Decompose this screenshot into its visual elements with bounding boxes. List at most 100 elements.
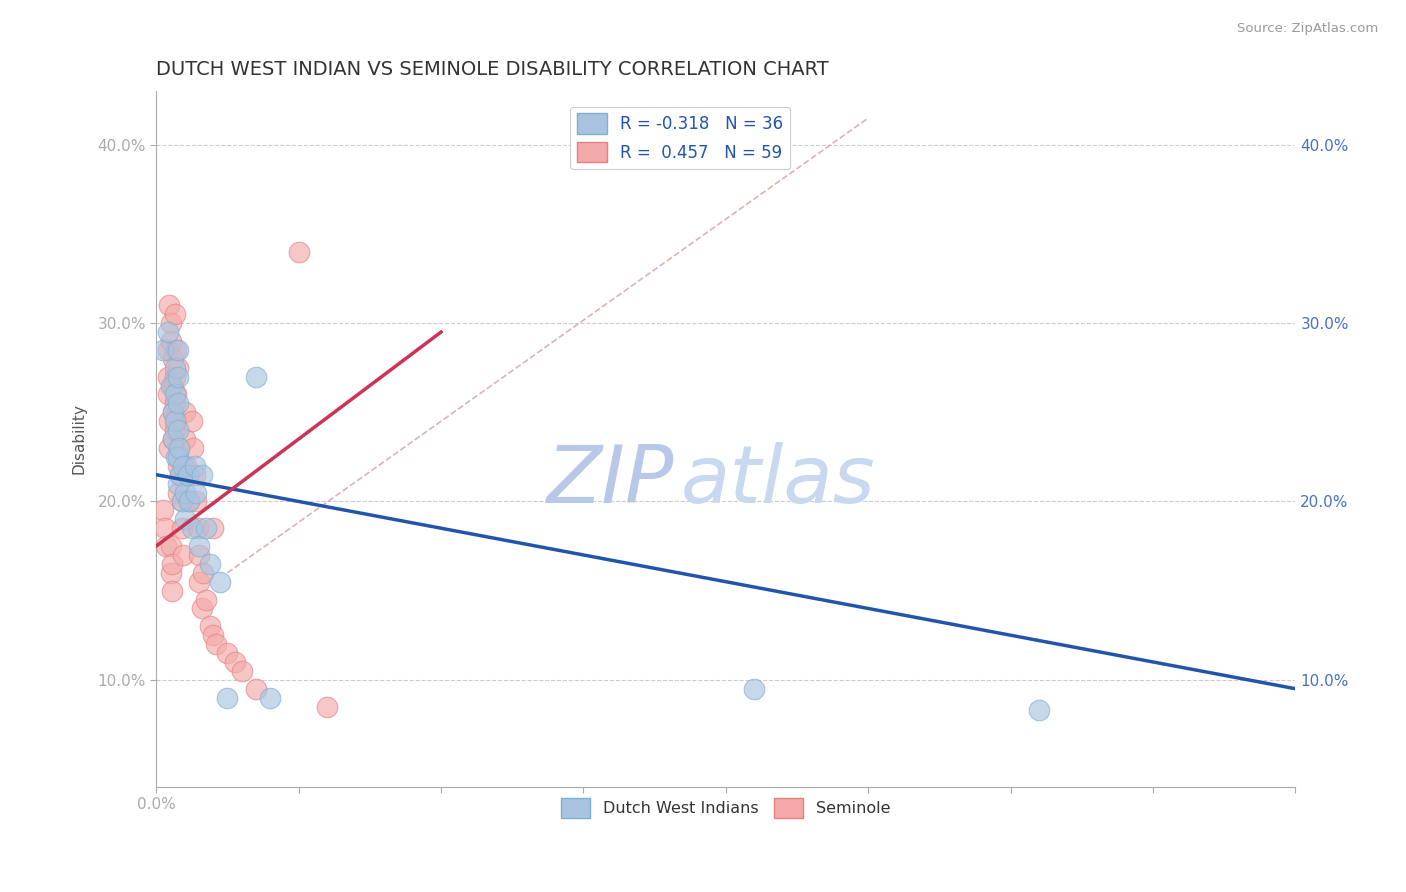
Point bbox=[188, 548, 211, 562]
Point bbox=[165, 343, 187, 357]
Point bbox=[217, 690, 239, 705]
Point bbox=[209, 574, 232, 589]
Point bbox=[167, 441, 190, 455]
Point bbox=[160, 557, 183, 571]
Point bbox=[205, 637, 228, 651]
Point bbox=[200, 619, 222, 633]
Point bbox=[177, 494, 200, 508]
Point bbox=[170, 494, 193, 508]
Point bbox=[162, 432, 184, 446]
Point bbox=[180, 521, 202, 535]
Point bbox=[173, 512, 195, 526]
Point bbox=[166, 423, 188, 437]
Point bbox=[163, 387, 186, 401]
Point bbox=[173, 405, 195, 419]
Point bbox=[195, 521, 218, 535]
Point bbox=[163, 307, 186, 321]
Point bbox=[188, 539, 211, 553]
Point bbox=[183, 458, 205, 473]
Text: DUTCH WEST INDIAN VS SEMINOLE DISABILITY CORRELATION CHART: DUTCH WEST INDIAN VS SEMINOLE DISABILITY… bbox=[156, 60, 830, 78]
Point bbox=[155, 539, 177, 553]
Point bbox=[159, 566, 181, 580]
Point bbox=[191, 467, 214, 482]
Point bbox=[163, 423, 186, 437]
Point bbox=[163, 396, 186, 410]
Text: atlas: atlas bbox=[681, 442, 875, 520]
Point bbox=[157, 441, 180, 455]
Point bbox=[163, 360, 186, 375]
Point bbox=[156, 387, 179, 401]
Point bbox=[167, 441, 190, 455]
Point bbox=[183, 467, 205, 482]
Point bbox=[259, 690, 281, 705]
Point bbox=[156, 325, 179, 339]
Point bbox=[172, 458, 194, 473]
Point bbox=[159, 378, 181, 392]
Point bbox=[166, 450, 188, 464]
Point bbox=[173, 485, 195, 500]
Point bbox=[159, 334, 181, 348]
Point bbox=[152, 343, 174, 357]
Point bbox=[177, 494, 200, 508]
Point bbox=[162, 405, 184, 419]
Point bbox=[162, 432, 184, 446]
Point bbox=[316, 699, 339, 714]
Point bbox=[181, 441, 204, 455]
Point bbox=[166, 396, 188, 410]
Point bbox=[245, 681, 267, 696]
Point bbox=[166, 343, 188, 357]
Point bbox=[156, 343, 179, 357]
Y-axis label: Disability: Disability bbox=[72, 403, 86, 475]
Point bbox=[170, 521, 193, 535]
Point bbox=[157, 414, 180, 428]
Point bbox=[188, 574, 211, 589]
Point bbox=[169, 467, 191, 482]
Text: ZIP: ZIP bbox=[547, 442, 675, 520]
Point bbox=[744, 681, 766, 696]
Point bbox=[231, 664, 253, 678]
Point bbox=[180, 414, 202, 428]
Point bbox=[1028, 703, 1050, 717]
Point bbox=[166, 360, 188, 375]
Point bbox=[193, 566, 215, 580]
Point bbox=[187, 521, 209, 535]
Point bbox=[166, 485, 188, 500]
Point bbox=[160, 583, 183, 598]
Point bbox=[162, 405, 184, 419]
Point bbox=[165, 387, 187, 401]
Point bbox=[166, 476, 188, 491]
Point bbox=[166, 369, 188, 384]
Point bbox=[217, 646, 239, 660]
Point bbox=[170, 494, 193, 508]
Point bbox=[163, 369, 186, 384]
Point bbox=[163, 414, 186, 428]
Point bbox=[202, 521, 225, 535]
Point bbox=[186, 494, 208, 508]
Point bbox=[156, 369, 179, 384]
Point bbox=[165, 414, 187, 428]
Point bbox=[195, 592, 218, 607]
Point bbox=[159, 539, 181, 553]
Point bbox=[176, 467, 198, 482]
Point bbox=[186, 485, 208, 500]
Point bbox=[173, 432, 195, 446]
Point bbox=[169, 467, 191, 482]
Point bbox=[224, 655, 246, 669]
Point bbox=[165, 450, 187, 464]
Text: Source: ZipAtlas.com: Source: ZipAtlas.com bbox=[1237, 22, 1378, 36]
Point bbox=[176, 467, 198, 482]
Point bbox=[162, 351, 184, 366]
Point bbox=[159, 316, 181, 330]
Point bbox=[191, 601, 214, 615]
Point bbox=[287, 244, 309, 259]
Point bbox=[200, 557, 222, 571]
Point bbox=[152, 503, 174, 517]
Point bbox=[166, 458, 188, 473]
Point bbox=[245, 369, 267, 384]
Point bbox=[153, 521, 176, 535]
Point bbox=[162, 378, 184, 392]
Legend: Dutch West Indians, Seminole: Dutch West Indians, Seminole bbox=[555, 792, 897, 824]
Point bbox=[157, 298, 180, 312]
Point bbox=[174, 458, 197, 473]
Point bbox=[172, 548, 194, 562]
